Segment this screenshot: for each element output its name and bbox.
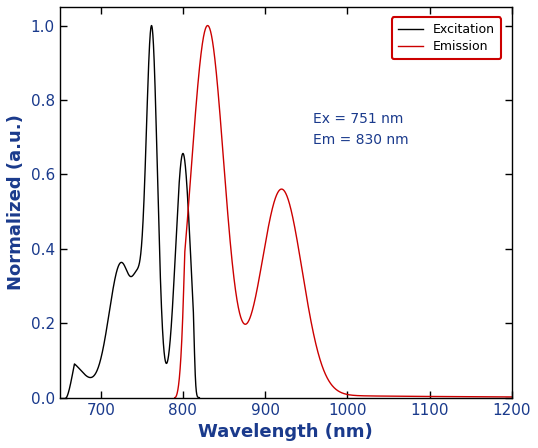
X-axis label: Wavelength (nm): Wavelength (nm) bbox=[199, 423, 373, 441]
Excitation bbox=[179, 151, 186, 157]
Excitation bbox=[194, 392, 200, 397]
Line: Emission: Emission bbox=[175, 26, 512, 398]
Excitation bbox=[148, 23, 155, 28]
Excitation bbox=[78, 368, 84, 374]
Excitation bbox=[120, 261, 126, 266]
Emission bbox=[508, 394, 515, 400]
Emission bbox=[172, 395, 178, 401]
Emission bbox=[204, 23, 211, 28]
Excitation bbox=[86, 375, 93, 380]
Excitation bbox=[63, 395, 69, 401]
Excitation bbox=[196, 395, 203, 401]
Line: Excitation: Excitation bbox=[66, 26, 200, 398]
Text: Ex = 751 nm
Em = 830 nm: Ex = 751 nm Em = 830 nm bbox=[313, 112, 408, 147]
Emission bbox=[502, 394, 508, 400]
Excitation bbox=[114, 267, 121, 272]
Emission bbox=[301, 280, 307, 285]
Emission bbox=[315, 352, 322, 358]
Emission bbox=[210, 44, 216, 49]
Emission bbox=[230, 270, 237, 275]
Emission bbox=[466, 394, 472, 400]
Y-axis label: Normalized (a.u.): Normalized (a.u.) bbox=[7, 114, 25, 290]
Legend: Excitation, Emission: Excitation, Emission bbox=[392, 17, 501, 59]
